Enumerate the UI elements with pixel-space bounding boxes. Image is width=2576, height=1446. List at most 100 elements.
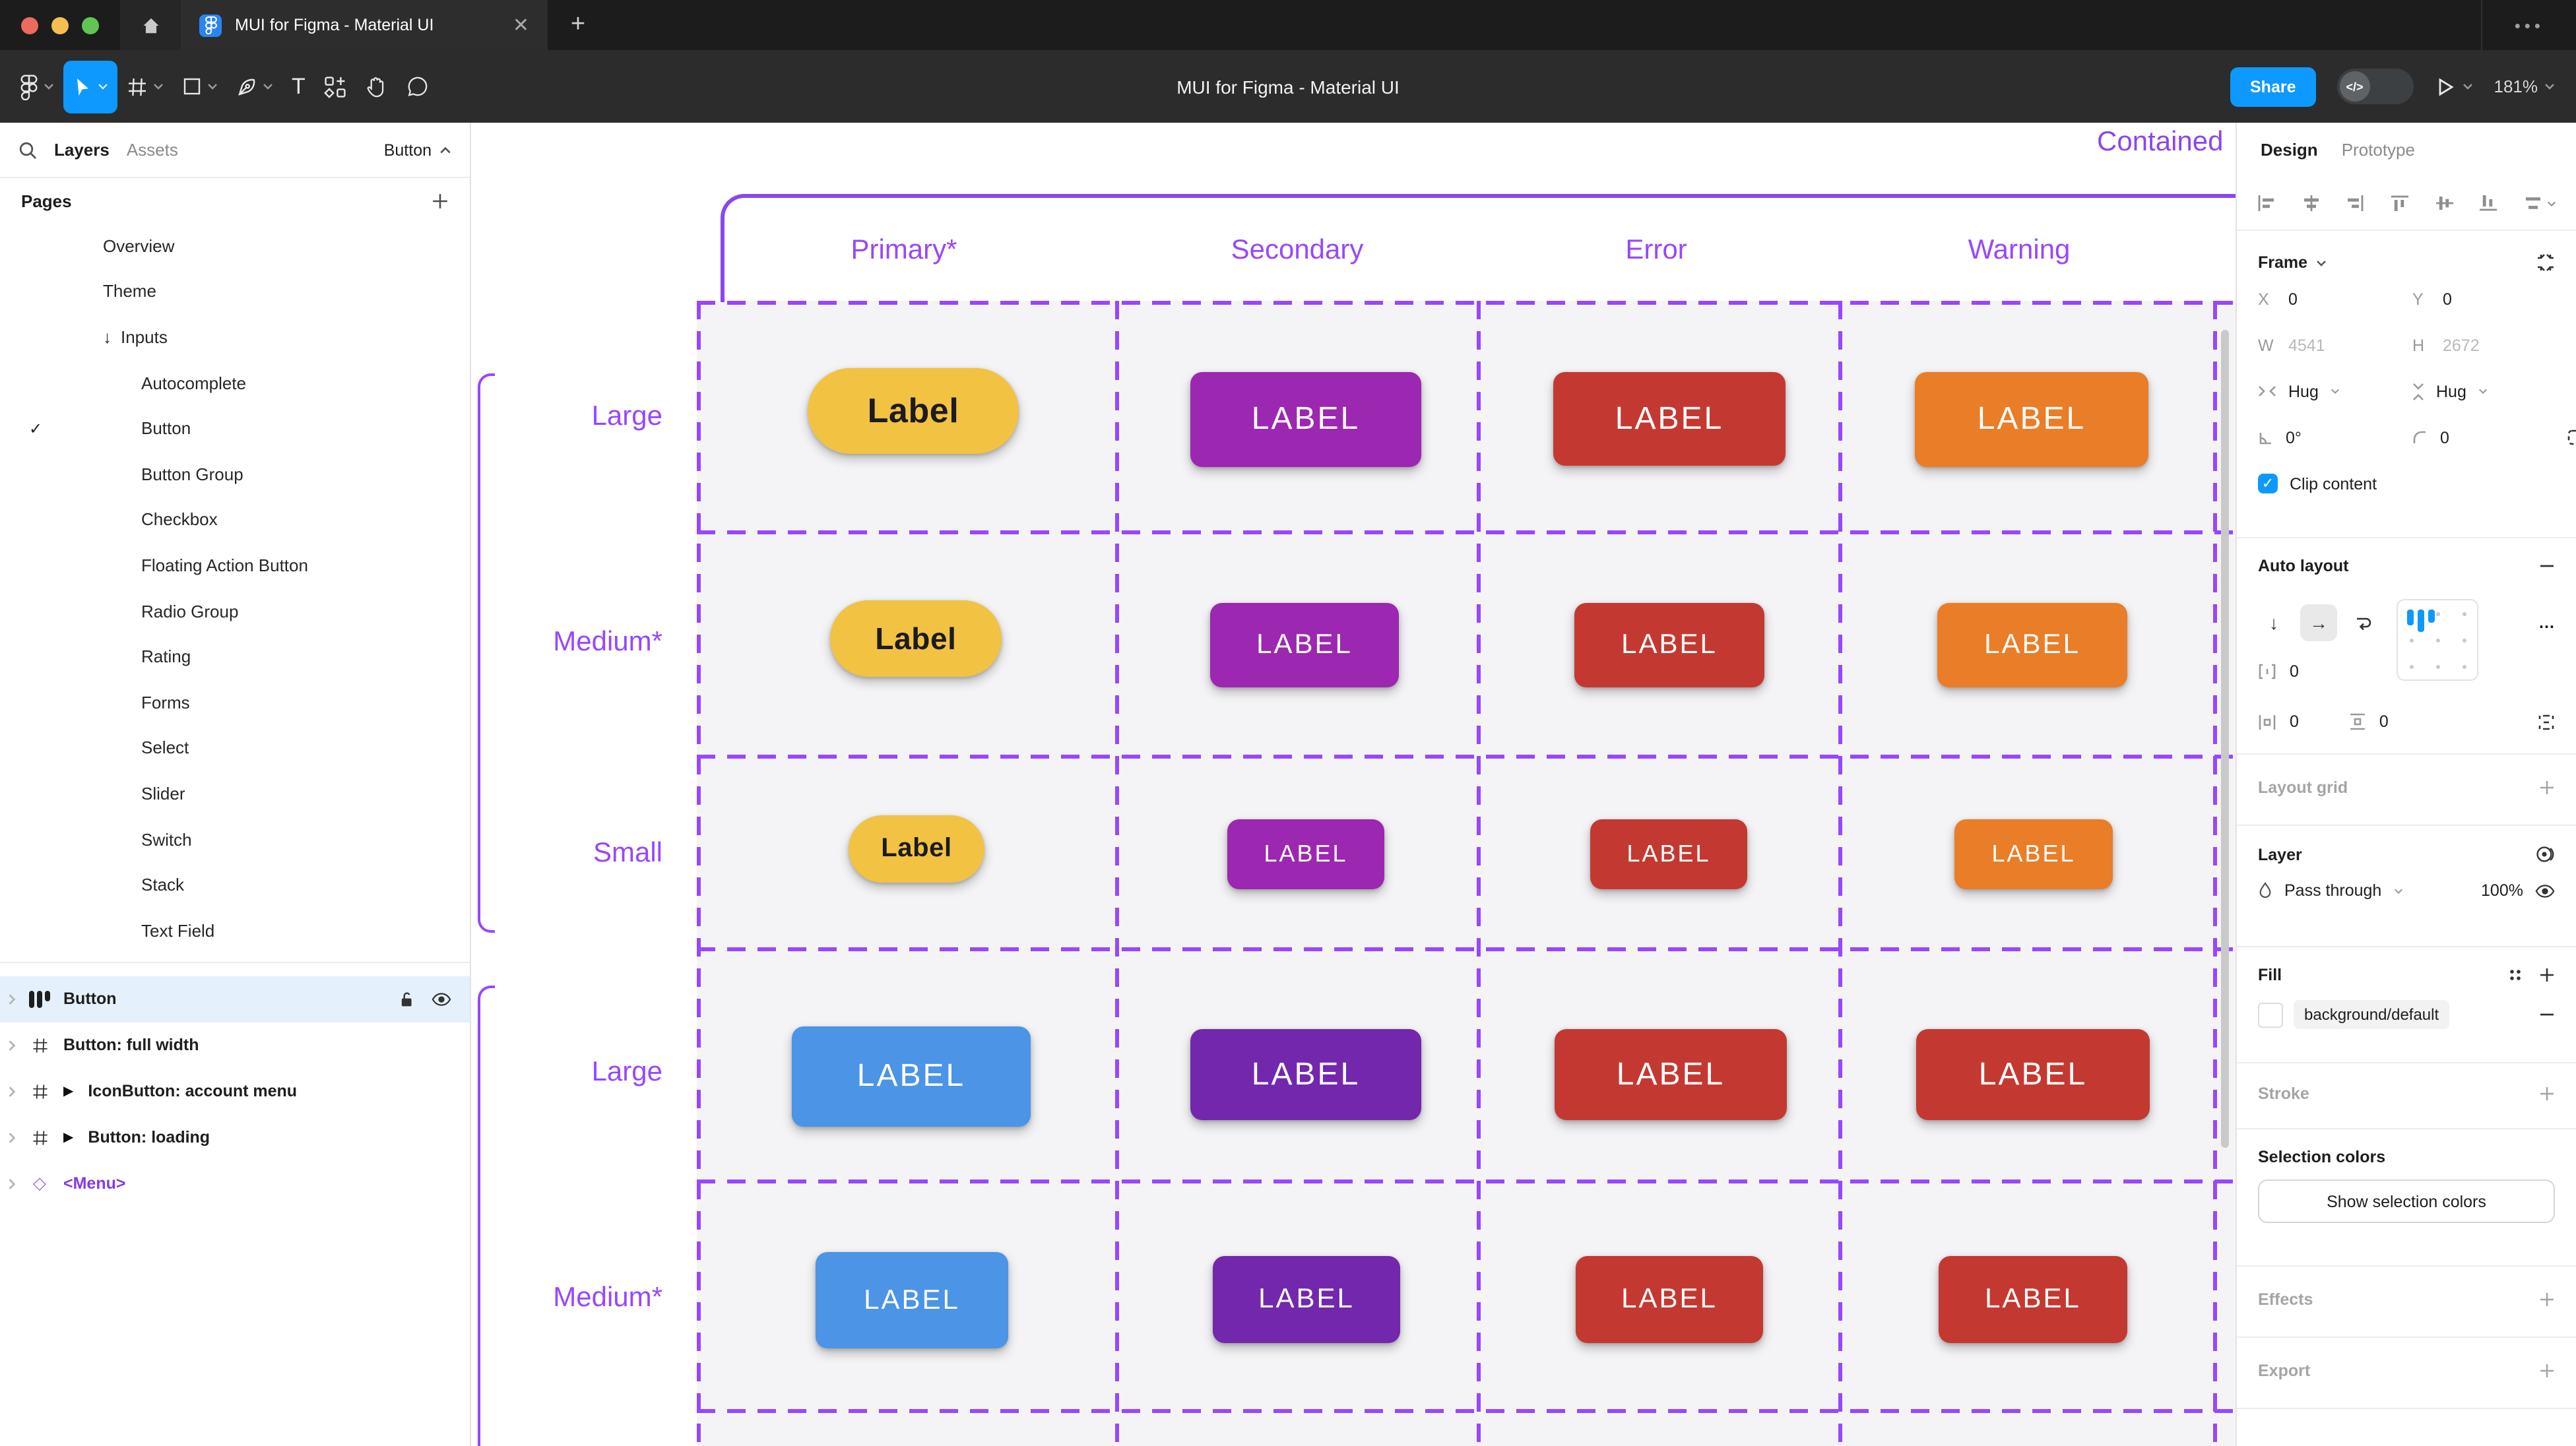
height-value-field[interactable]: 2672 <box>2443 336 2480 354</box>
main-menu-button[interactable] <box>11 60 63 113</box>
move-tool-button[interactable] <box>63 60 117 113</box>
x-value-field[interactable]: 0 <box>2288 290 2298 308</box>
button-variant[interactable]: LABEL <box>816 1252 1008 1348</box>
row-label-medium-2[interactable]: Medium* <box>553 1282 662 1313</box>
fill-styles-icon[interactable] <box>2507 967 2523 983</box>
layer-styles-icon[interactable] <box>2535 844 2555 864</box>
page-item-rating[interactable]: Rating <box>0 634 470 679</box>
align-right-icon[interactable] <box>2346 194 2366 212</box>
distribute-spacing-icon[interactable] <box>2523 194 2556 212</box>
layer-row-button[interactable]: Button <box>0 976 470 1022</box>
flow-wrap-button[interactable] <box>2345 604 2382 641</box>
button-variant[interactable]: LABEL <box>1915 372 2148 467</box>
tab-assets[interactable]: Assets <box>126 140 178 160</box>
new-tab-button[interactable]: + <box>570 11 586 38</box>
add-page-button[interactable] <box>432 192 449 209</box>
page-item-floating-action-button[interactable]: Floating Action Button <box>0 542 470 588</box>
close-window-button[interactable] <box>21 16 38 34</box>
page-item-text-field[interactable]: Text Field <box>0 908 470 953</box>
vertical-padding-field[interactable]: 0 <box>2379 712 2389 731</box>
button-variant[interactable]: LABEL <box>1190 1029 1421 1120</box>
page-item-autocomplete[interactable]: Autocomplete <box>0 360 470 406</box>
dev-mode-toggle[interactable]: </> <box>2336 69 2414 104</box>
show-selection-colors-button[interactable]: Show selection colors <box>2258 1179 2555 1223</box>
expand-chevron-icon[interactable] <box>8 993 16 1005</box>
share-button[interactable]: Share <box>2230 67 2316 106</box>
tab-prototype[interactable]: Prototype <box>2341 140 2415 160</box>
align-top-icon[interactable] <box>2390 194 2410 212</box>
button-variant[interactable]: LABEL <box>1190 372 1421 467</box>
gap-field[interactable]: 0 <box>2290 662 2299 681</box>
align-horizontal-center-icon[interactable] <box>2301 194 2321 212</box>
horizontal-resizing-control[interactable]: Hug <box>2258 382 2412 400</box>
remove-auto-layout-button[interactable] <box>2539 558 2555 574</box>
button-variant[interactable]: LABEL <box>1939 1256 2127 1343</box>
close-tab-icon[interactable]: ✕ <box>512 14 529 36</box>
rotation-field[interactable]: 0° <box>2286 428 2302 447</box>
fullscreen-window-button[interactable] <box>82 16 99 34</box>
chevron-down-icon[interactable] <box>2315 259 2326 266</box>
button-variant[interactable]: LABEL <box>1210 603 1399 687</box>
flow-horizontal-button[interactable]: → <box>2300 604 2337 641</box>
expand-chevron-icon[interactable] <box>8 1131 16 1143</box>
vertical-resizing-control[interactable]: Hug <box>2412 382 2567 400</box>
page-item-select[interactable]: Select <box>0 725 470 770</box>
button-variant[interactable]: LABEL <box>1916 1029 2150 1120</box>
row-label-large[interactable]: Large <box>591 401 662 431</box>
row-label-medium[interactable]: Medium* <box>553 627 662 657</box>
button-variant[interactable]: LABEL <box>1213 1256 1400 1343</box>
align-vertical-center-icon[interactable] <box>2434 194 2454 212</box>
more-menu-icon[interactable]: ••• <box>2514 15 2544 35</box>
independent-corners-icon[interactable] <box>2567 429 2576 446</box>
column-header-secondary[interactable]: Secondary <box>1231 235 1364 265</box>
opacity-field[interactable]: 100% <box>2481 881 2523 900</box>
blend-mode-value[interactable]: Pass through <box>2284 881 2382 900</box>
page-item-checkbox[interactable]: Checkbox <box>0 497 470 542</box>
page-item-slider[interactable]: Slider <box>0 770 470 816</box>
add-stroke-button[interactable] <box>2539 1086 2555 1102</box>
canvas[interactable]: Contained Primary* Secondary Error Warni… <box>471 123 2236 1446</box>
resources-tool-button[interactable] <box>315 60 357 113</box>
add-layout-grid-button[interactable] <box>2539 780 2555 796</box>
page-item-theme[interactable]: Theme <box>0 268 470 314</box>
page-item-button-group[interactable]: Button Group <box>0 451 470 497</box>
corner-radius-field[interactable]: 0 <box>2440 428 2449 447</box>
collapse-panel-icon[interactable] <box>2536 253 2555 272</box>
present-control[interactable] <box>2435 76 2473 97</box>
frame-section-title[interactable]: Frame <box>2258 253 2308 272</box>
home-button[interactable] <box>120 0 181 50</box>
button-variant[interactable]: LABEL <box>1227 819 1384 889</box>
column-header-error[interactable]: Error <box>1625 235 1687 265</box>
tab-layers[interactable]: Layers <box>54 140 110 160</box>
frame-title-label[interactable]: Contained <box>2097 127 2224 157</box>
button-variant[interactable]: Label <box>808 368 1019 454</box>
text-tool-button[interactable]: T <box>282 60 315 113</box>
button-variant[interactable]: Label <box>849 815 984 883</box>
y-value-field[interactable]: 0 <box>2443 290 2452 308</box>
button-variant[interactable]: LABEL <box>792 1026 1031 1127</box>
visibility-eye-icon[interactable] <box>2535 883 2555 898</box>
column-header-primary[interactable]: Primary* <box>851 235 957 265</box>
flow-vertical-button[interactable]: ↓ <box>2269 612 2278 633</box>
layer-row-button-full-width[interactable]: Button: full width <box>0 1022 470 1068</box>
button-variant[interactable]: LABEL <box>1937 603 2127 687</box>
layer-row-button-loading[interactable]: ▶ Button: loading <box>0 1114 470 1160</box>
zoom-level-control[interactable]: 181% <box>2494 77 2556 96</box>
page-item-radio-group[interactable]: Radio Group <box>0 588 470 634</box>
page-item-overview[interactable]: Overview <box>0 223 470 268</box>
page-item-button[interactable]: ✓ Button <box>0 406 470 451</box>
page-item-forms[interactable]: Forms <box>0 679 470 725</box>
comment-tool-button[interactable] <box>398 60 439 113</box>
pen-tool-button[interactable] <box>227 60 282 113</box>
lock-open-icon[interactable] <box>399 990 414 1007</box>
visibility-eye-icon[interactable] <box>432 991 451 1006</box>
add-fill-button[interactable] <box>2539 967 2555 983</box>
button-variant[interactable]: LABEL <box>1576 1256 1763 1343</box>
button-variant[interactable]: LABEL <box>1954 819 2113 889</box>
layer-row-menu-instance[interactable]: ◇ <Menu> <box>0 1160 470 1207</box>
shape-tool-button[interactable] <box>173 60 227 113</box>
add-effect-button[interactable] <box>2539 1292 2555 1307</box>
fill-color-swatch[interactable] <box>2258 1002 2283 1027</box>
remove-fill-button[interactable] <box>2539 1007 2555 1022</box>
row-label-large-2[interactable]: Large <box>591 1057 662 1087</box>
